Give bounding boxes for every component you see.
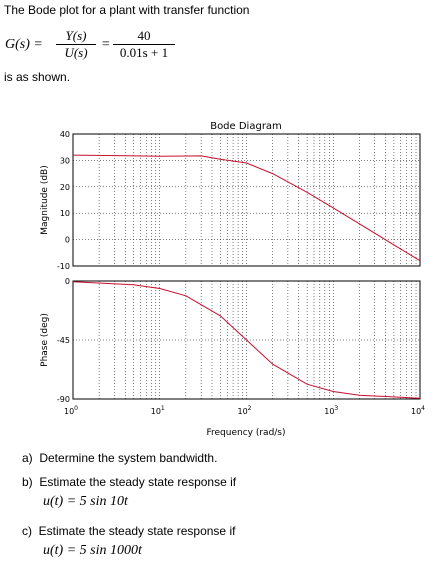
question-c-equation: u(t) = 5 sin 1000t [43,543,142,558]
shown-text: is as shown. [4,70,71,84]
y-tick-label: -10 [57,262,70,271]
equals-sign: = [101,37,111,52]
y-tick-label: 30 [60,156,70,165]
chart-title: Bode Diagram [210,121,282,132]
question-c: c) Estimate the steady state response if [22,524,235,538]
phase-y-ticks: 0 -45 -90 [57,277,70,404]
magnitude-plot: -10 0 10 20 30 40 Magnitude (dB) [40,130,421,271]
question-c-text: Estimate the steady state response if [38,524,236,538]
question-b: b) Estimate the steady state response if [22,475,236,489]
x-tick-label: 102 [237,405,251,416]
y-tick-label: 40 [60,130,70,139]
transfer-function-lhs: G(s) = [5,37,43,52]
fraction-denominator: U(s) [64,45,88,60]
y-tick-label: 0 [65,277,70,286]
x-tick-label: 101 [151,405,165,416]
fraction-numerator: Y(s) [65,28,87,43]
question-b-text: Estimate the steady state response if [39,475,237,489]
fraction-bar [56,44,96,45]
phase-grid [73,281,420,399]
frequency-x-ticks: 100 101 102 103 104 [64,405,425,416]
question-a-text: Determine the system bandwidth. [39,451,218,465]
question-a: a) Determine the system bandwidth. [22,451,217,465]
y-tick-label: -90 [57,395,70,404]
x-tick-label: 100 [64,405,78,416]
phase-plot: 0 -45 -90 Phase (deg) [40,277,421,404]
question-a-label: a) [22,451,33,465]
y-tick-label: -45 [57,336,70,345]
phase-curve [72,281,421,399]
y-tick-label: 10 [60,209,70,218]
phase-ylabel: Phase (deg) [40,313,50,367]
magnitude-y-ticks: -10 0 10 20 30 40 [57,130,70,271]
fraction-denominator-2: 0.01s + 1 [119,45,169,60]
fraction-y-over-u: Y(s) U(s) [56,28,96,61]
fraction-numerator-40: 40 [137,28,151,43]
x-tick-label: 104 [411,405,425,416]
magnitude-curve [72,154,421,262]
y-tick-label: 20 [60,183,70,192]
y-tick-label: 0 [65,236,70,245]
question-b-label: b) [22,475,33,489]
fraction-40-over: 40 0.01s + 1 [113,28,175,61]
frequency-xlabel: Frequency (rad/s) [206,428,285,438]
question-c-label: c) [22,524,32,538]
x-tick-label: 103 [324,405,338,416]
question-b-equation: u(t) = 5 sin 10t [43,494,128,509]
magnitude-ylabel: Magnitude (dB) [40,165,50,234]
problem-intro: The Bode plot for a plant with transfer … [4,3,250,17]
fraction-bar-2 [113,44,175,45]
